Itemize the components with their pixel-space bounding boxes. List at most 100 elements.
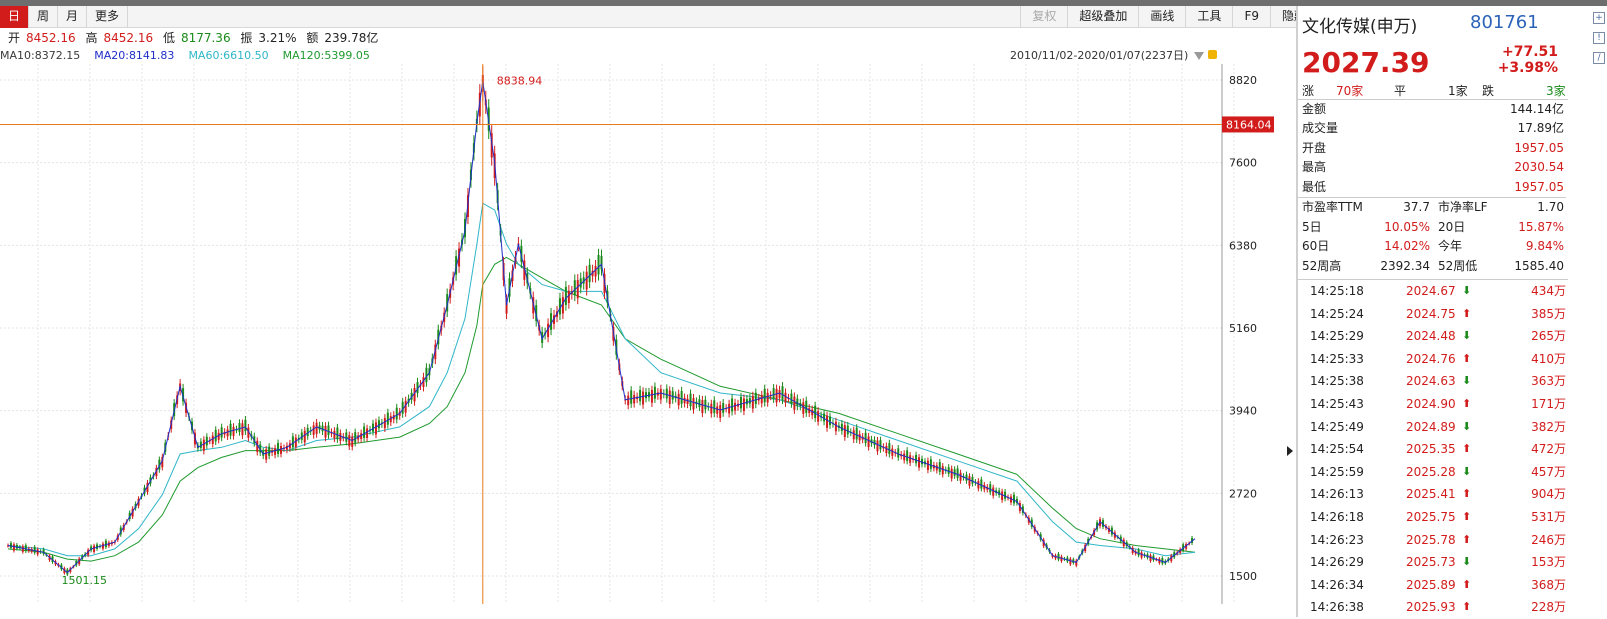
arrow-up-icon: ⬆ (1462, 351, 1472, 365)
toolbar-button[interactable]: 超级叠加 (1067, 6, 1138, 28)
candle-body (745, 399, 748, 405)
flat-label: 平 (1394, 84, 1407, 98)
valuation-label: 市盈率TTM (1302, 200, 1363, 214)
candle-body (93, 545, 96, 552)
candle-body (926, 460, 929, 470)
candle-body (268, 446, 271, 456)
candle-body (333, 430, 336, 439)
panel-divider[interactable] (1296, 6, 1298, 617)
kline-chart[interactable]: 8820 7600 6380 5160 3940 2720 1500 8164.04 8838.… (0, 64, 1296, 604)
candle-body (321, 425, 324, 432)
price-change-pct: +3.98% (1497, 60, 1558, 76)
candle-body (597, 254, 600, 275)
y-tick-label: 3940 (1229, 405, 1257, 418)
candle-body (947, 467, 950, 474)
candle-body (719, 405, 722, 418)
stat-row: 开盘 1957.05 (1298, 139, 1566, 158)
toolbar-button[interactable]: 复权 (1020, 6, 1067, 28)
arrow-down-icon: ⬇ (1462, 419, 1472, 433)
candle-body (959, 472, 962, 481)
candle-body (689, 393, 692, 407)
candle-body (965, 474, 968, 481)
valuation-value: 15.87% (1518, 219, 1564, 234)
candle-body (968, 476, 971, 486)
candle-body (909, 455, 912, 463)
candle-body (1012, 494, 1015, 504)
candle-body (686, 398, 689, 404)
stat-row: 最低 1957.05 (1298, 178, 1566, 197)
candle-body (716, 406, 719, 414)
candle-body (1140, 552, 1143, 558)
candle-body (401, 401, 404, 414)
candle-body (155, 467, 158, 477)
toolbar-button[interactable]: 画线 (1138, 6, 1185, 28)
candle-body (315, 422, 318, 434)
candle-body (1010, 496, 1013, 503)
period-tab[interactable]: 周 (29, 6, 59, 28)
candle-body (1060, 556, 1063, 562)
tick-price: 2025.41 (1406, 487, 1456, 502)
date-range-dropdown-icon[interactable] (1194, 52, 1204, 60)
candle-body (630, 390, 633, 404)
candle-body (915, 455, 918, 464)
candle-body (992, 487, 995, 496)
candle-body (446, 294, 449, 312)
candle-body (989, 484, 992, 493)
tick-price: 2025.93 (1406, 600, 1456, 615)
date-range: 2010/11/02-2020/01/07(2237日) (1010, 49, 1189, 62)
candle-body (683, 397, 686, 404)
candle-body (300, 432, 303, 440)
candle-body (941, 466, 944, 475)
toolbar-button[interactable]: 工具 (1185, 6, 1232, 28)
candle-body (520, 245, 523, 262)
candle-body (377, 420, 380, 429)
valuation-value: 14.02% (1384, 239, 1430, 253)
stat-row: 最高 2030.54 (1298, 158, 1566, 177)
tick-volume: 434万 (1531, 284, 1566, 298)
candle-body (220, 427, 223, 438)
tick-row: 14:25:38 2024.63 ⬇ 363万 (1298, 370, 1568, 393)
candle-body (980, 479, 983, 489)
down-count: 3家 (1546, 84, 1566, 98)
candle-body (938, 462, 941, 472)
period-tab[interactable]: 月 (58, 6, 88, 28)
expand-panel-arrow-icon[interactable] (1287, 446, 1293, 456)
tick-price: 2024.67 (1406, 284, 1456, 298)
down-label: 跌 (1482, 84, 1495, 98)
candle-body (929, 459, 932, 469)
candle-body (692, 398, 695, 410)
y-tick-label: 2720 (1229, 487, 1257, 500)
candle-body (1161, 557, 1164, 564)
candle-body (867, 436, 870, 448)
candle-body (354, 432, 357, 443)
edit-icon[interactable]: / (1593, 52, 1605, 64)
low-label: 低 (162, 31, 175, 45)
valuation-label: 市净率LF (1438, 200, 1488, 214)
candle-body (241, 423, 244, 436)
valuation-value: 9.84% (1525, 239, 1564, 253)
lock-icon[interactable] (1208, 50, 1217, 59)
tick-list[interactable]: 14:25:18 2024.67 ⬇ 434万 14:25:24 2024.75 ⬆ 385万… (1298, 279, 1568, 619)
tick-volume: 410万 (1531, 351, 1566, 366)
add-icon[interactable]: + (1593, 12, 1605, 24)
candle-body (505, 299, 508, 314)
period-tab[interactable]: 更多 (87, 6, 129, 28)
candle-body (935, 465, 938, 471)
tick-time: 14:25:18 (1310, 284, 1364, 298)
candle-body (763, 388, 766, 403)
ma-label: MA10:8372.15 (0, 49, 81, 62)
alert-icon[interactable]: ! (1593, 32, 1605, 44)
arrow-up-icon: ⬆ (1462, 532, 1472, 546)
candle-body (547, 323, 550, 338)
candle-body (704, 399, 707, 410)
candle-body (1170, 555, 1173, 562)
stat-label: 金额 (1302, 102, 1327, 116)
candle-body (389, 416, 392, 423)
security-name: 文化传媒(申万) (1302, 17, 1418, 37)
candle-body (96, 544, 99, 549)
period-tab[interactable]: 日 (0, 6, 30, 28)
candle-body (303, 430, 306, 443)
toolbar-button[interactable]: F9 (1232, 6, 1270, 28)
arrow-down-icon: ⬇ (1462, 464, 1472, 478)
candle-body (748, 398, 751, 404)
